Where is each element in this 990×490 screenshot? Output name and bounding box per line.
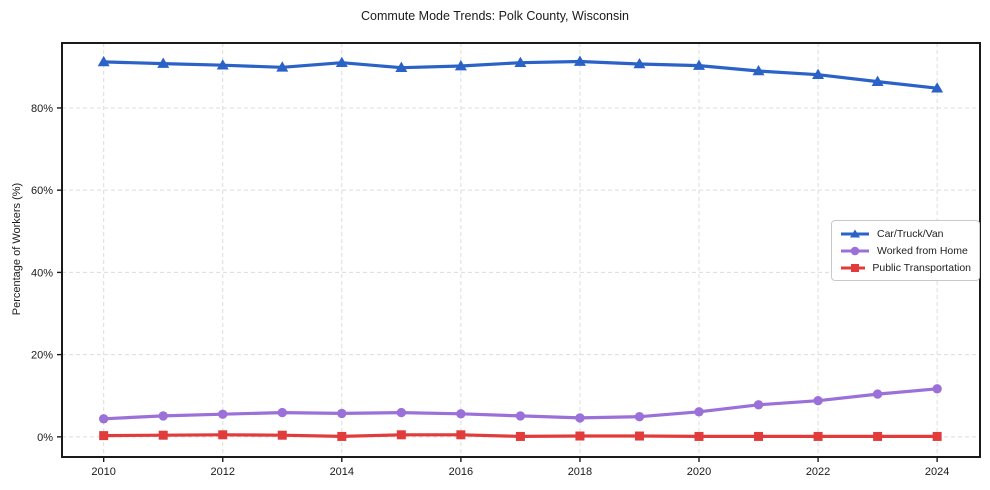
- series-point-marker-circle: [218, 409, 228, 419]
- legend-square-swatch-icon: [841, 263, 866, 272]
- x-tick-label: 2018: [568, 466, 592, 478]
- series-point-marker-circle: [515, 411, 526, 421]
- series-point-marker-square: [575, 431, 585, 441]
- series-point-marker-circle: [575, 413, 585, 423]
- x-tick-label: 2012: [210, 466, 234, 478]
- series-point-marker-triangle: [514, 56, 527, 68]
- y-tick-label: 20%: [31, 350, 53, 362]
- series-point-marker-circle: [932, 384, 942, 394]
- series-point-marker-triangle: [812, 68, 825, 79]
- legend-triangle-swatch-icon: [841, 229, 869, 237]
- series-point-marker-triangle: [454, 60, 467, 71]
- legend-marker-glyph: [851, 263, 859, 272]
- legend-circle-swatch-icon: [841, 246, 869, 255]
- series-point-marker-square: [277, 430, 287, 440]
- series-point-marker-triangle: [931, 82, 944, 93]
- series-point-marker-triangle: [752, 64, 765, 76]
- x-tick-label: 2020: [687, 466, 711, 478]
- series-point-marker-square: [634, 431, 644, 441]
- x-tick-label: 2024: [925, 466, 949, 478]
- legend: Car/Truck/Van Worked from Home Public Tran…: [831, 220, 980, 281]
- legend-item: Worked from Home: [840, 243, 971, 258]
- series-point-marker-square: [754, 431, 764, 441]
- legend-item: Car/Truck/Van: [840, 226, 971, 241]
- series-point-marker-triangle: [157, 57, 170, 68]
- series-point-marker-square: [694, 431, 704, 441]
- legend-label: Public Transportation: [872, 261, 971, 274]
- y-tick-label: 80%: [31, 103, 53, 115]
- series-point-marker-triangle: [216, 59, 229, 70]
- x-tick-label: 2010: [91, 466, 115, 478]
- series-point-marker-triangle: [633, 57, 646, 69]
- series-point-marker-square: [158, 430, 168, 440]
- y-tick-label: 40%: [31, 267, 53, 279]
- series-point-marker-triangle: [871, 75, 884, 86]
- legend-marker-glyph: [850, 229, 860, 237]
- series-point-marker-square: [813, 431, 823, 441]
- series-point-marker-triangle: [693, 59, 706, 70]
- series-point-marker-circle: [98, 414, 109, 424]
- series-point-marker-circle: [694, 407, 704, 417]
- series-point-marker-triangle: [395, 61, 408, 72]
- series-point-marker-triangle: [276, 61, 289, 72]
- series-point-marker-circle: [753, 400, 764, 410]
- series-point-marker-triangle: [573, 55, 586, 66]
- x-tick-label: 2022: [806, 466, 830, 478]
- y-tick-label: 0%: [37, 432, 53, 444]
- legend-label: Car/Truck/Van: [877, 227, 944, 240]
- series-point-marker-square: [932, 431, 942, 441]
- series-point-marker-circle: [396, 407, 407, 418]
- series-point-marker-square: [396, 430, 406, 440]
- series-point-marker-square: [218, 430, 228, 440]
- series-point-marker-square: [873, 431, 883, 441]
- x-tick-label: 2016: [449, 466, 473, 478]
- series-point-marker-circle: [456, 409, 466, 419]
- axes-spines: [61, 42, 981, 458]
- y-tick-label: 60%: [31, 185, 53, 197]
- series-point-marker-circle: [337, 408, 347, 419]
- legend-marker-glyph: [850, 246, 860, 255]
- series-point-marker-square: [456, 430, 466, 440]
- series-point-marker-square: [515, 431, 525, 441]
- series-point-marker-circle: [158, 411, 168, 421]
- series-point-marker-circle: [813, 395, 823, 406]
- legend-item: Public Transportation: [840, 260, 971, 275]
- legend-label: Worked from Home: [877, 244, 968, 257]
- series-point-marker-square: [99, 431, 109, 441]
- series-point-marker-triangle: [97, 55, 110, 67]
- series-point-marker-circle: [634, 412, 645, 422]
- series-point-marker-square: [337, 431, 347, 441]
- series-point-marker-circle: [872, 389, 883, 399]
- series-point-marker-triangle: [335, 56, 348, 68]
- chart-title: Commute Mode Trends: Polk County, Wiscon…: [361, 9, 629, 23]
- series-point-marker-circle: [277, 407, 287, 418]
- x-tick-label: 2014: [330, 466, 354, 478]
